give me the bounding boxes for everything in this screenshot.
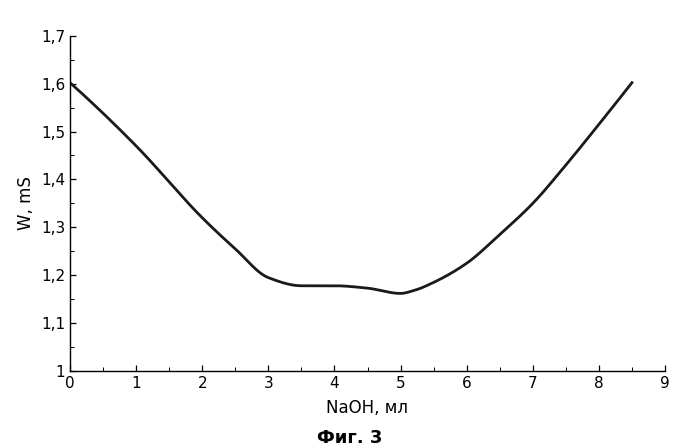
X-axis label: NaOH, мл: NaOH, мл: [326, 399, 409, 417]
Y-axis label: W, mS: W, mS: [18, 177, 35, 230]
Text: Фиг. 3: Фиг. 3: [317, 429, 383, 447]
